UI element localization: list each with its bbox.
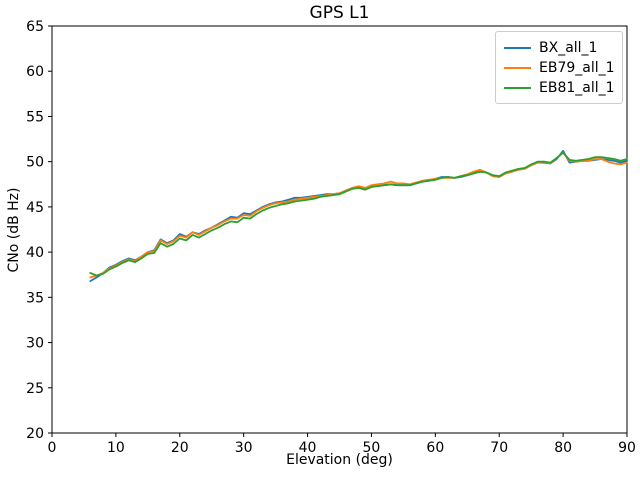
- x-tick-label: 90: [618, 440, 636, 456]
- x-tick-label: 60: [426, 440, 444, 456]
- y-tick-label: 45: [26, 200, 44, 216]
- y-tick-label: 20: [26, 426, 44, 442]
- series-line-BX_all_1: [89, 149, 628, 283]
- x-tick-label: 50: [363, 440, 381, 456]
- y-tick-label: 30: [26, 336, 44, 352]
- legend-line-swatch-orange: [504, 67, 531, 69]
- y-tick-label: 65: [26, 19, 44, 35]
- x-tick-label: 20: [171, 440, 189, 456]
- x-tick-label: 70: [490, 440, 508, 456]
- legend-label: EB79_all_1: [539, 60, 615, 76]
- x-axis-label: Elevation (deg): [286, 452, 393, 468]
- x-tick-label: 30: [235, 440, 253, 456]
- y-tick-label: 40: [26, 245, 44, 261]
- y-tick-label: 25: [26, 381, 44, 397]
- legend-entry: BX_all_1: [504, 38, 614, 58]
- plot-frame: [51, 25, 628, 434]
- x-tick-label: 0: [48, 440, 57, 456]
- x-tick-label: 10: [107, 440, 125, 456]
- y-tick-label: 35: [26, 290, 44, 306]
- x-tick-label: 80: [554, 440, 572, 456]
- series-line-EB79_all_1: [89, 151, 628, 279]
- legend-entry: EB81_all_1: [504, 78, 615, 98]
- legend-entry: EB79_all_1: [504, 58, 615, 78]
- y-axis-label: CNo (dB Hz): [6, 187, 22, 273]
- legend-line-swatch-green: [504, 87, 531, 89]
- y-tick-label: 60: [26, 64, 44, 80]
- y-tick-label: 50: [26, 155, 44, 171]
- legend: BX_all_1 EB79_all_1 EB81_all_1: [495, 31, 623, 104]
- series-line-EB81_all_1: [89, 151, 628, 277]
- x-tick-label: 40: [299, 440, 317, 456]
- legend-label: EB81_all_1: [539, 80, 615, 96]
- legend-label: BX_all_1: [539, 40, 598, 56]
- chart-title: GPS L1: [309, 3, 370, 23]
- legend-line-swatch-blue: [504, 47, 531, 49]
- y-tick-label: 55: [26, 109, 44, 125]
